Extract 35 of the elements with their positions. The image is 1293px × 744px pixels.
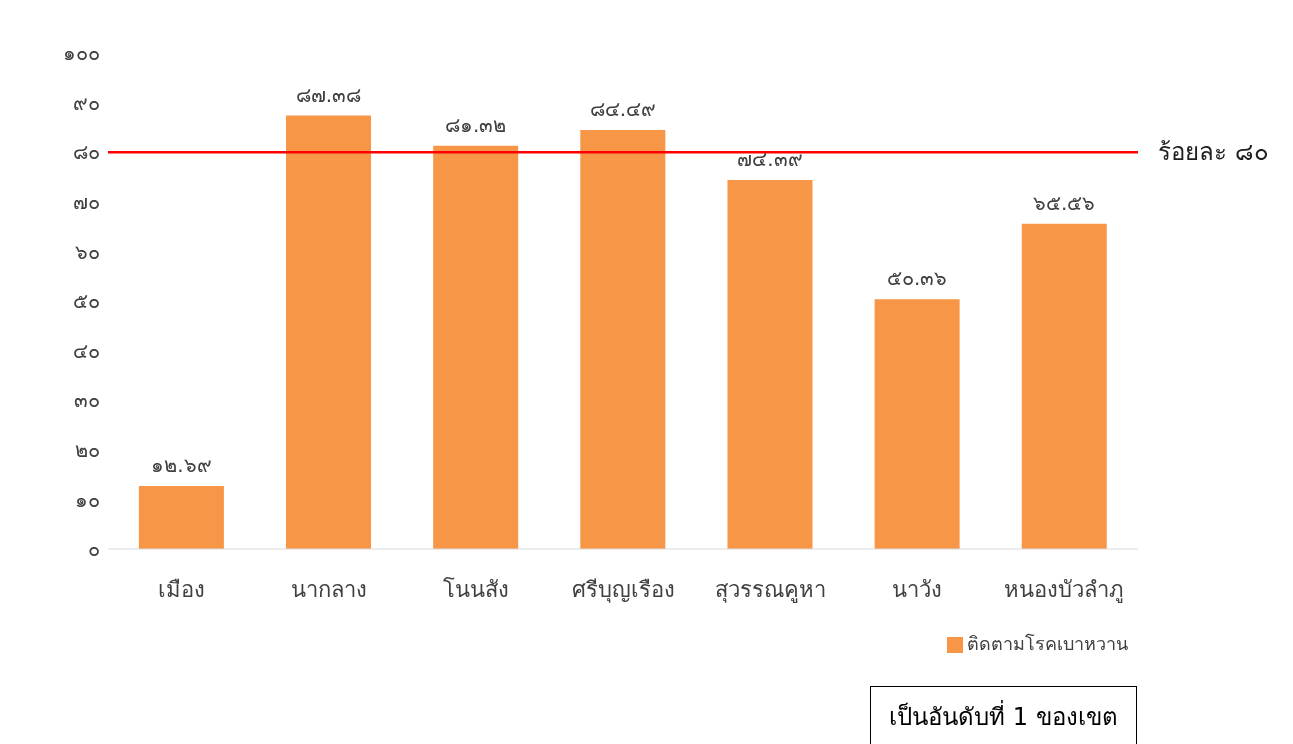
- x-tick-label: โนนสัง: [442, 576, 509, 602]
- y-tick-label: ๕๐: [73, 289, 100, 314]
- data-label: ๖๕.๕๖: [1033, 190, 1096, 215]
- data-label: ๗๔.๓๙: [737, 147, 803, 172]
- y-tick-label: ๘๐: [73, 140, 100, 165]
- y-tick-label: ๑๐: [75, 487, 100, 512]
- bar: [433, 145, 519, 549]
- bar: [286, 115, 372, 549]
- y-tick-label: ๒๐: [75, 437, 100, 462]
- data-label: ๘๑.๓๒: [445, 112, 507, 137]
- y-tick-label: ๑๐๐: [63, 41, 100, 66]
- bar: [727, 180, 813, 549]
- data-label: ๘๗.๓๘: [295, 82, 362, 107]
- x-tick-label: หนองบัวลำภู: [1004, 576, 1125, 603]
- bar: [138, 486, 224, 549]
- x-tick-label: เมือง: [158, 576, 206, 602]
- data-label: ๕๐.๓๖: [886, 266, 948, 291]
- x-tick-label: ศรีบุญเรือง: [571, 576, 675, 603]
- bar: [580, 129, 666, 549]
- y-tick-label: ๓๐: [74, 388, 100, 413]
- y-tick-label: ๐: [88, 537, 100, 562]
- data-label: ๑๒.๖๙: [151, 453, 212, 478]
- data-label: ๘๔.๔๙: [589, 96, 657, 121]
- x-tick-label: นาวัง: [892, 576, 943, 602]
- x-tick-label: สุวรรณคูหา: [714, 576, 826, 603]
- text: เป็นอันดับที่ 1 ของเขต: [870, 686, 1137, 744]
- y-tick-label: ๔๐: [73, 338, 100, 363]
- ref-line-label: ร้อยละ ๘๐: [1158, 138, 1269, 167]
- bar: [874, 299, 960, 549]
- x-tick-label: นากลาง: [290, 576, 367, 602]
- legend-label: ติดตามโรคเบาหวาน: [967, 633, 1128, 654]
- y-tick-label: ๙๐: [73, 90, 100, 115]
- y-tick-label: ๖๐: [75, 239, 100, 264]
- bar: [1021, 223, 1107, 549]
- y-tick-label: ๗๐: [73, 189, 100, 214]
